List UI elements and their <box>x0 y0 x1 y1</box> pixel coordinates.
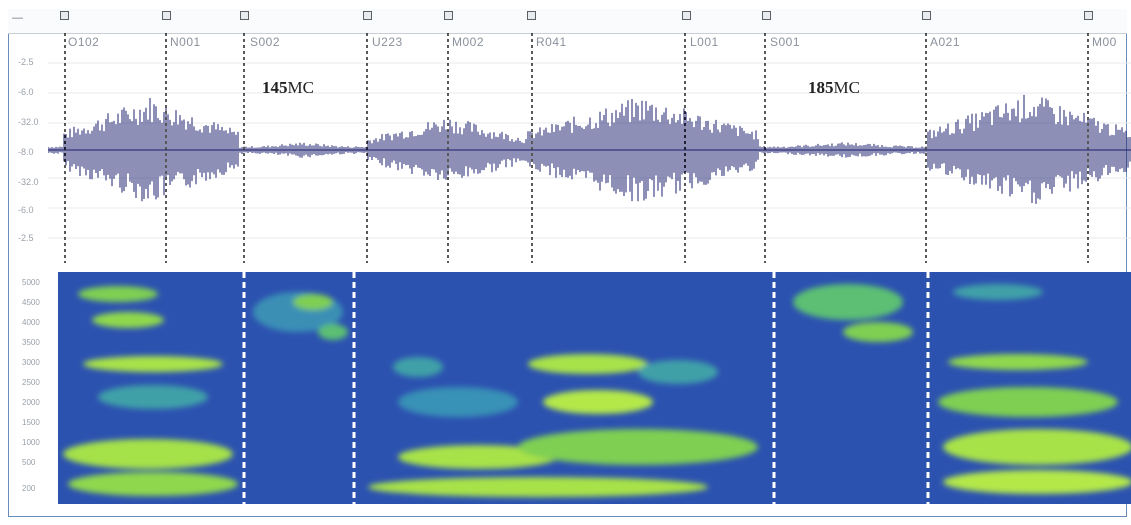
segment-label: A021 <box>930 35 961 49</box>
spectrogram-tick: 4500 <box>22 298 40 307</box>
pitch-unit: MC <box>833 78 860 97</box>
segment-label: L001 <box>690 35 719 49</box>
time-axis <box>8 505 1127 517</box>
marker-handle[interactable] <box>60 11 69 20</box>
marker-handle[interactable] <box>762 11 771 20</box>
marker-handle[interactable] <box>162 11 171 20</box>
waveform-y-axis: -2.5 -6.0 -32.0 -8.0 -32.0 -6.0 -2.5 <box>8 33 48 263</box>
segment-label: M002 <box>452 35 485 49</box>
marker-handle[interactable] <box>922 11 931 20</box>
marker-handle[interactable] <box>527 11 536 20</box>
spectrogram-tick: 1000 <box>22 438 40 447</box>
spectrogram-tick: 2000 <box>22 398 40 407</box>
segment-label: O102 <box>68 35 100 49</box>
segment-label: M00 <box>1092 35 1117 49</box>
waveform-tick: -2.5 <box>18 233 34 243</box>
pitch-unit: MC <box>287 78 314 97</box>
marker-ruler[interactable] <box>8 9 1127 34</box>
waveform-tick: -32.0 <box>18 177 39 187</box>
segment-label: N001 <box>170 35 201 49</box>
marker-handle[interactable] <box>240 11 249 20</box>
spectrogram-plot <box>58 262 1131 504</box>
spectrogram-tick: 1500 <box>22 418 40 427</box>
waveform-plot <box>47 33 1131 263</box>
spectrogram-tick: 4000 <box>22 318 40 327</box>
segment-label: U223 <box>372 35 403 49</box>
spectrogram-panel[interactable] <box>58 262 1131 504</box>
waveform-tick: -6.0 <box>18 87 34 97</box>
marker-handle[interactable] <box>1084 11 1093 20</box>
marker-handle[interactable] <box>363 11 372 20</box>
segment-label: S002 <box>250 35 281 49</box>
pitch-annotation: 185MC <box>808 78 860 98</box>
spectrogram-tick: 5000 <box>22 278 40 287</box>
marker-handle[interactable] <box>444 11 453 20</box>
pitch-value: 145 <box>262 78 288 97</box>
spectrogram-tick: 3000 <box>22 358 40 367</box>
waveform-tick: -2.5 <box>18 57 34 67</box>
spectrogram-y-axis: 5000 4500 4000 3500 3000 2500 2000 1500 … <box>8 272 58 504</box>
spectrogram-tick: 500 <box>22 458 36 467</box>
segment-label: R041 <box>536 35 567 49</box>
waveform-panel[interactable] <box>47 33 1131 263</box>
spectrogram-tick: 2500 <box>22 378 40 387</box>
waveform-tick: -6.0 <box>18 205 34 215</box>
pitch-annotation: 145MC <box>262 78 314 98</box>
spectrogram-tick: 3500 <box>22 338 40 347</box>
segment-label: S001 <box>770 35 801 49</box>
waveform-tick: -8.0 <box>18 147 34 157</box>
waveform-tick: -32.0 <box>18 117 39 127</box>
marker-handle[interactable] <box>682 11 691 20</box>
ruler-menu-icon[interactable]: — <box>12 12 23 24</box>
pitch-value: 185 <box>808 78 834 97</box>
spectrogram-tick: 200 <box>22 484 36 493</box>
